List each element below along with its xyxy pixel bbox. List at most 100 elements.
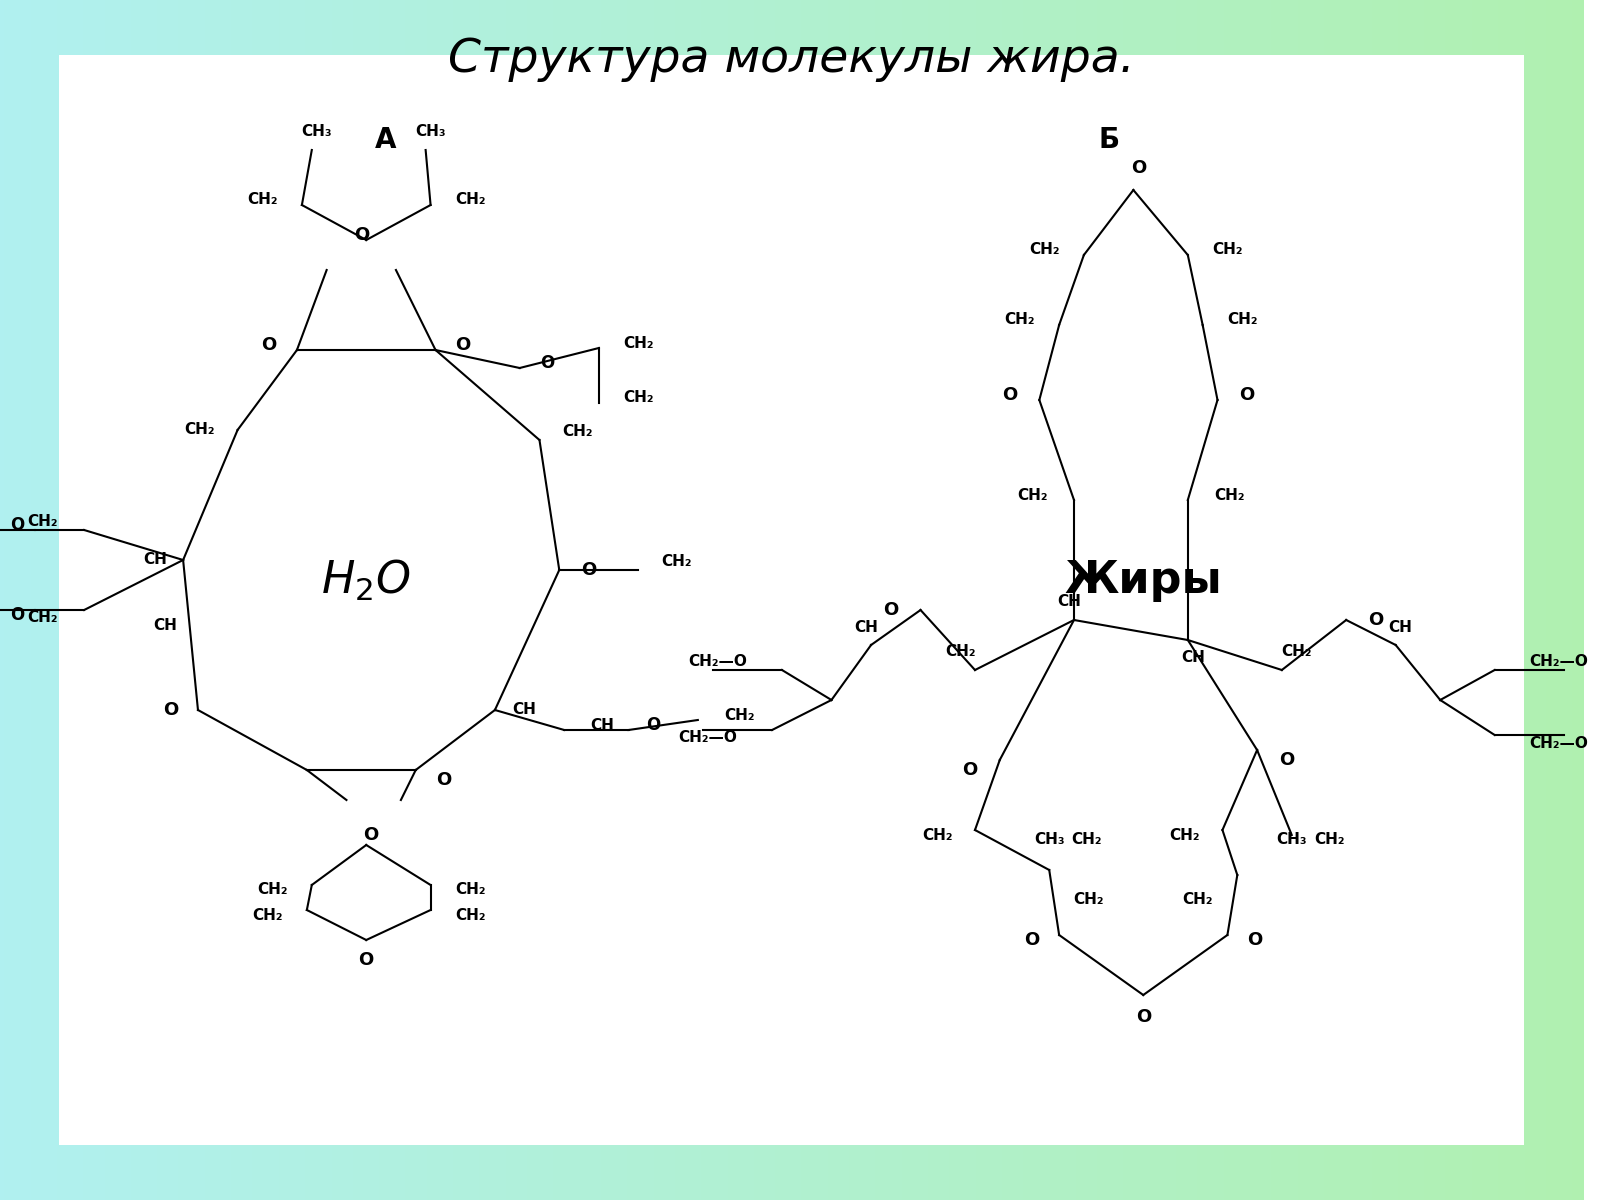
Bar: [792, 0, 798, 1200]
Bar: [354, 0, 360, 1200]
Text: CH₂: CH₂: [562, 425, 592, 439]
Text: CH₂: CH₂: [622, 336, 654, 350]
Bar: [702, 0, 709, 1200]
Bar: [438, 0, 445, 1200]
Bar: [126, 0, 133, 1200]
Text: O: O: [358, 950, 374, 970]
Bar: [381, 0, 386, 1200]
Bar: [480, 0, 486, 1200]
Bar: [406, 0, 413, 1200]
Bar: [122, 0, 128, 1200]
Bar: [1483, 0, 1490, 1200]
Bar: [154, 0, 160, 1200]
Bar: [248, 0, 254, 1200]
Bar: [539, 0, 544, 1200]
Bar: [1040, 0, 1046, 1200]
Text: А: А: [376, 126, 397, 154]
Bar: [850, 0, 856, 1200]
Bar: [1299, 0, 1306, 1200]
Bar: [259, 0, 266, 1200]
Text: CH₂: CH₂: [253, 907, 283, 923]
Text: O: O: [363, 826, 379, 844]
Bar: [602, 0, 608, 1200]
Bar: [1373, 0, 1379, 1200]
Bar: [787, 0, 794, 1200]
Bar: [1536, 0, 1542, 1200]
Text: O: O: [1278, 751, 1294, 769]
Bar: [459, 0, 466, 1200]
Bar: [1003, 0, 1010, 1200]
Bar: [454, 0, 461, 1200]
Bar: [998, 0, 1005, 1200]
Bar: [1330, 0, 1336, 1200]
Bar: [190, 0, 197, 1200]
Bar: [1251, 0, 1258, 1200]
Bar: [69, 0, 75, 1200]
Bar: [470, 0, 477, 1200]
Bar: [829, 0, 835, 1200]
Text: CH₂: CH₂: [454, 907, 485, 923]
Bar: [1405, 0, 1411, 1200]
Text: CH₂: CH₂: [1227, 312, 1258, 328]
Bar: [813, 0, 819, 1200]
Bar: [1414, 0, 1421, 1200]
Text: O: O: [1136, 1008, 1150, 1026]
Text: CH₃: CH₃: [1277, 833, 1307, 847]
Bar: [222, 0, 227, 1200]
Bar: [48, 0, 54, 1200]
Bar: [90, 0, 96, 1200]
Bar: [760, 0, 766, 1200]
Bar: [386, 0, 392, 1200]
Bar: [533, 0, 539, 1200]
Bar: [158, 0, 165, 1200]
Text: Структура молекулы жира.: Структура молекулы жира.: [448, 37, 1136, 83]
Bar: [902, 0, 909, 1200]
Bar: [1488, 0, 1494, 1200]
Text: CH₂: CH₂: [27, 515, 58, 529]
Text: O: O: [1240, 386, 1254, 404]
Bar: [312, 0, 318, 1200]
Bar: [5, 0, 11, 1200]
Bar: [1435, 0, 1442, 1200]
Bar: [1072, 0, 1078, 1200]
Bar: [264, 0, 270, 1200]
Bar: [971, 0, 978, 1200]
Text: CH: CH: [144, 552, 168, 568]
Bar: [1336, 0, 1342, 1200]
Bar: [923, 0, 930, 1200]
Bar: [253, 0, 259, 1200]
Text: O: O: [354, 226, 370, 244]
Bar: [42, 0, 48, 1200]
Bar: [1219, 0, 1226, 1200]
Bar: [1410, 0, 1416, 1200]
Bar: [1134, 0, 1141, 1200]
Text: CH₂: CH₂: [1029, 242, 1059, 258]
Bar: [37, 0, 43, 1200]
Bar: [776, 0, 782, 1200]
Bar: [1109, 0, 1115, 1200]
Bar: [1194, 0, 1200, 1200]
Bar: [586, 0, 592, 1200]
Bar: [1014, 0, 1019, 1200]
Text: CH₂: CH₂: [1074, 893, 1104, 907]
Bar: [544, 0, 550, 1200]
Bar: [179, 0, 186, 1200]
Bar: [866, 0, 872, 1200]
Bar: [893, 0, 899, 1200]
Bar: [1061, 0, 1067, 1200]
Bar: [886, 0, 893, 1200]
Text: CH₂: CH₂: [661, 554, 691, 570]
Bar: [101, 0, 107, 1200]
Bar: [934, 0, 941, 1200]
Bar: [634, 0, 640, 1200]
Bar: [227, 0, 234, 1200]
Bar: [1246, 0, 1253, 1200]
Text: Жиры: Жиры: [1064, 558, 1222, 601]
Bar: [698, 0, 702, 1200]
Text: O: O: [883, 601, 899, 619]
Text: CH₃: CH₃: [1034, 833, 1064, 847]
Bar: [517, 0, 523, 1200]
Bar: [824, 0, 830, 1200]
Bar: [576, 0, 582, 1200]
Bar: [349, 0, 355, 1200]
